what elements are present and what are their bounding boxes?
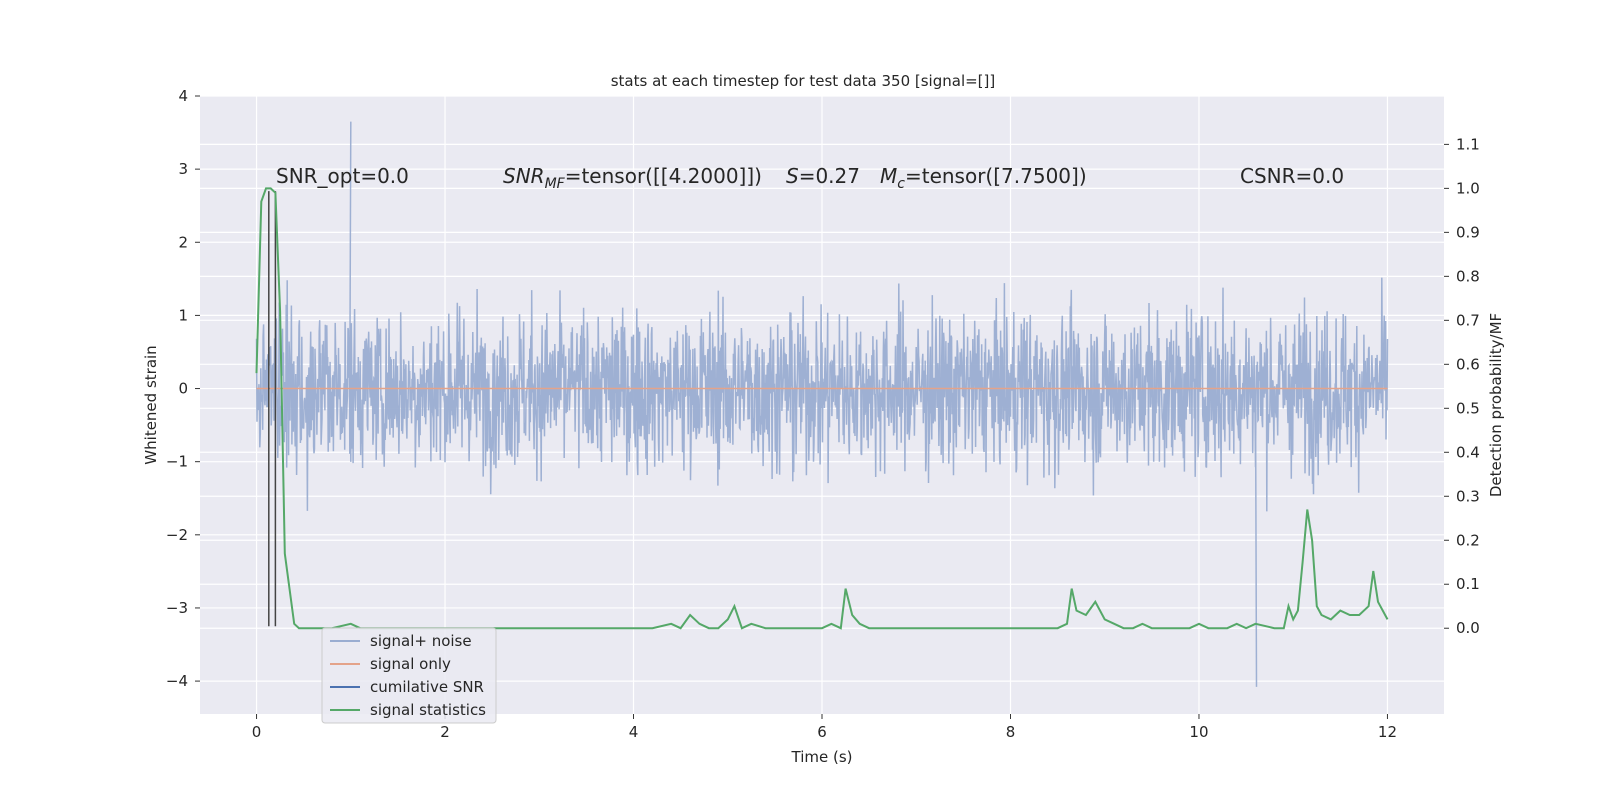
y-tick-label: 3 xyxy=(178,160,188,178)
y-right-axis-label: Detection probability/MF xyxy=(1487,313,1505,497)
y-axis-label: Whitened strain xyxy=(142,345,160,464)
x-tick-label: 8 xyxy=(1006,723,1016,741)
x-tick-label: 12 xyxy=(1378,723,1397,741)
legend-label: cumilative SNR xyxy=(370,678,484,696)
snr-mf-value: =tensor([[4.2000]]) xyxy=(565,164,762,188)
y-right-tick-label: 0.9 xyxy=(1456,223,1480,241)
legend: signal+ noise signal only cumilative SNR si… xyxy=(321,627,497,724)
mc-value: =tensor([7.7500]) xyxy=(905,164,1087,188)
y-right-tick-label: 0.1 xyxy=(1456,575,1480,593)
x-tick-label: 6 xyxy=(817,723,827,741)
x-tick-label: 10 xyxy=(1189,723,1208,741)
y-right-tick-label: 0.0 xyxy=(1456,619,1480,637)
x-tick-label: 4 xyxy=(629,723,639,741)
csnr-annotation: CSNR=0.0 xyxy=(1240,164,1344,188)
legend-label: signal+ noise xyxy=(370,632,472,650)
y-right-tick-label: 0.8 xyxy=(1456,267,1480,285)
y-tick-label: 1 xyxy=(178,306,188,324)
y-right-tick-label: 0.6 xyxy=(1456,355,1480,373)
s-annotation: S=0.27 xyxy=(786,164,860,188)
x-axis-label: Time (s) xyxy=(791,748,853,766)
mc-annotation: Mc=tensor([7.7500]) xyxy=(880,164,1087,192)
y-right-tick-label: 0.5 xyxy=(1456,399,1480,417)
y-tick-label: −4 xyxy=(166,672,188,690)
s-symbol: S xyxy=(786,164,799,188)
s-value: =0.27 xyxy=(799,164,860,188)
legend-label: signal statistics xyxy=(370,701,486,719)
chart-title: stats at each timestep for test data 350… xyxy=(611,72,996,90)
y-right-tick-label: 1.0 xyxy=(1456,179,1480,197)
y-tick-label: 2 xyxy=(178,233,188,251)
x-tick-label: 0 xyxy=(252,723,262,741)
mc-symbol: M xyxy=(880,164,897,188)
y-tick-label: −1 xyxy=(166,453,188,471)
snr-mf-symbol: SNR xyxy=(503,164,545,188)
axes: 0 2 4 6 8 10 12−4−3−2−1012340.00.10.20.30.40.5… xyxy=(166,87,1480,741)
mc-subscript: c xyxy=(897,176,905,192)
legend-box xyxy=(321,627,497,724)
y-right-tick-label: 0.4 xyxy=(1456,443,1480,461)
y-right-tick-label: 0.2 xyxy=(1456,531,1480,549)
snr-mf-annotation: SNRMF=tensor([[4.2000]]) xyxy=(503,164,762,192)
legend-label: signal only xyxy=(370,655,451,673)
annotations: SNR_opt=0.0 SNRMF=tensor([[4.2000]]) S=0… xyxy=(276,164,1344,192)
snr-mf-subscript: MF xyxy=(545,176,566,192)
x-tick-label: 2 xyxy=(440,723,450,741)
y-tick-label: −2 xyxy=(166,526,188,544)
y-right-tick-label: 0.7 xyxy=(1456,311,1480,329)
snr-opt-annotation: SNR_opt=0.0 xyxy=(276,164,409,188)
y-right-tick-label: 1.1 xyxy=(1456,135,1480,153)
signal-noise-series xyxy=(255,121,1389,687)
y-right-tick-label: 0.3 xyxy=(1456,487,1480,505)
y-tick-label: −3 xyxy=(166,599,188,617)
y-tick-label: 0 xyxy=(178,380,188,398)
y-tick-label: 4 xyxy=(178,87,188,105)
